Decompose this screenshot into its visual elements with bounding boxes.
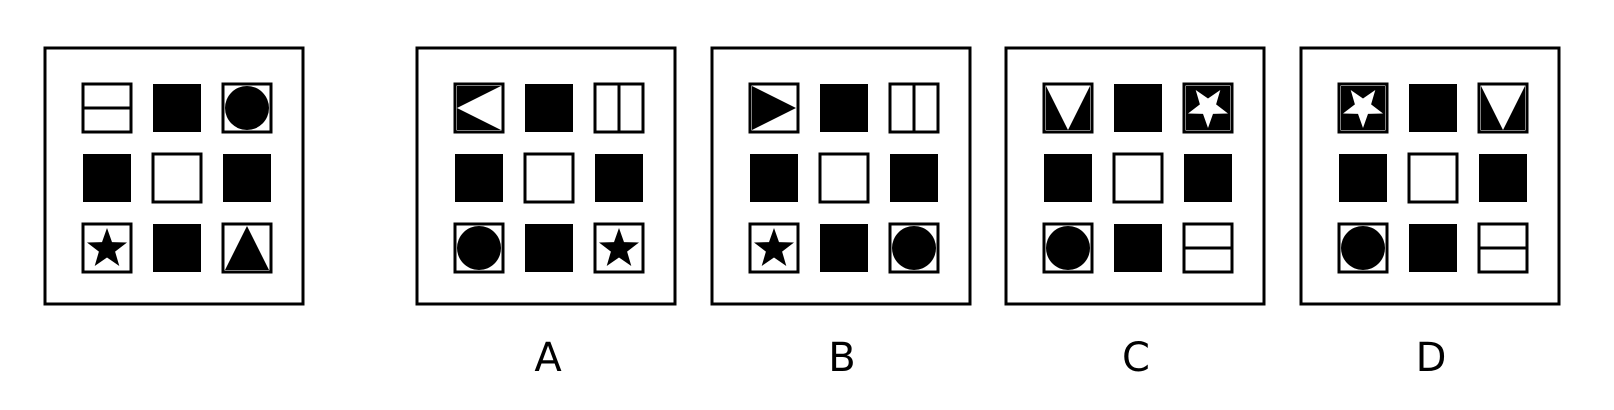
grid-cell-solid bbox=[455, 154, 503, 202]
grid-cell-empty bbox=[1112, 152, 1164, 204]
option-c[interactable]: C bbox=[1004, 46, 1266, 381]
option-b[interactable]: B bbox=[710, 46, 972, 381]
grid-cell-solid bbox=[223, 154, 271, 202]
grid-cell-star-inv bbox=[1182, 82, 1234, 134]
grid-cell-empty bbox=[523, 152, 575, 204]
grid-cell-solid bbox=[525, 224, 573, 272]
grid-cell-solid bbox=[83, 154, 131, 202]
grid-cell-solid bbox=[153, 224, 201, 272]
grid-cell-hsplit bbox=[81, 82, 133, 134]
grid-cell-solid bbox=[1184, 154, 1232, 202]
grid-cell-solid bbox=[890, 154, 938, 202]
option-d-label: D bbox=[1416, 335, 1447, 381]
grid-cell-circle bbox=[1042, 222, 1094, 274]
grid-cell-empty bbox=[151, 152, 203, 204]
grid-cell-solid bbox=[820, 84, 868, 132]
grid-cell-tri-right bbox=[748, 82, 800, 134]
grid-cell-circle bbox=[888, 222, 940, 274]
option-c-label: C bbox=[1122, 335, 1150, 381]
option-a[interactable]: A bbox=[415, 46, 677, 381]
grid-cell-solid bbox=[1409, 84, 1457, 132]
grid-cell-solid bbox=[1479, 154, 1527, 202]
grid-cell-solid bbox=[1114, 224, 1162, 272]
grid-cell-solid bbox=[1114, 84, 1162, 132]
grid-cell-circle bbox=[221, 82, 273, 134]
grid-cell-tri-down bbox=[1477, 82, 1529, 134]
grid-cell-tri-down bbox=[1042, 82, 1094, 134]
grid-cell-solid bbox=[750, 154, 798, 202]
grid-cell-hsplit bbox=[1182, 222, 1234, 274]
grid-cell-star bbox=[748, 222, 800, 274]
grid-cell-hsplit bbox=[1477, 222, 1529, 274]
grid-cell-solid bbox=[820, 224, 868, 272]
grid-cell-empty bbox=[818, 152, 870, 204]
grid-cell-star bbox=[593, 222, 645, 274]
grid-cell-star-inv bbox=[1337, 82, 1389, 134]
grid-cell-solid bbox=[525, 84, 573, 132]
grid-cell-solid bbox=[595, 154, 643, 202]
grid-cell-vsplit bbox=[888, 82, 940, 134]
grid-cell-empty bbox=[1407, 152, 1459, 204]
grid-cell-vsplit bbox=[593, 82, 645, 134]
grid-cell-star bbox=[81, 222, 133, 274]
grid-cell-solid bbox=[1044, 154, 1092, 202]
option-d[interactable]: D bbox=[1299, 46, 1561, 381]
option-b-label: B bbox=[828, 335, 855, 381]
option-a-label: A bbox=[534, 335, 562, 381]
grid-cell-circle bbox=[453, 222, 505, 274]
grid-cell-solid bbox=[153, 84, 201, 132]
grid-cell-solid bbox=[1339, 154, 1387, 202]
grid-cell-solid bbox=[1409, 224, 1457, 272]
grid-cell-tri-up bbox=[221, 222, 273, 274]
question-panel bbox=[43, 46, 305, 306]
grid-cell-circle bbox=[1337, 222, 1389, 274]
grid-cell-tri-left bbox=[453, 82, 505, 134]
